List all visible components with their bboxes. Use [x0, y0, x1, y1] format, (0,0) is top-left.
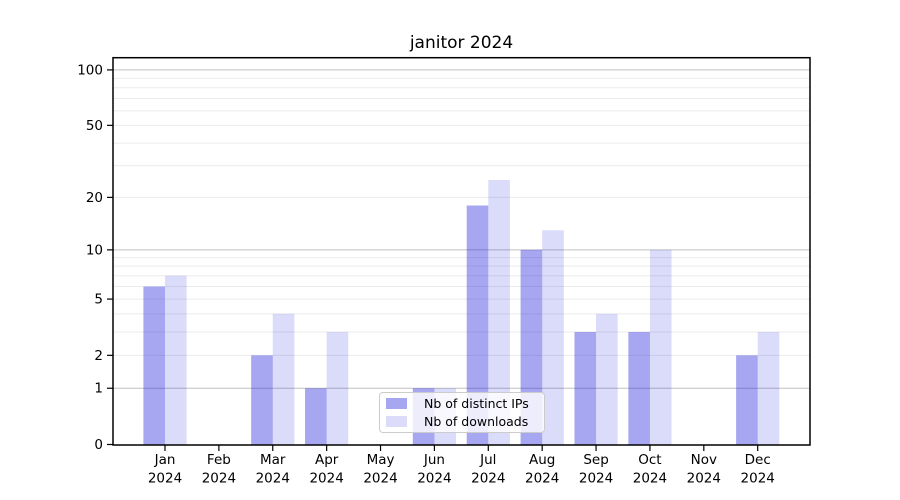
bar-downloads-apr — [326, 331, 349, 445]
x-tick-label-year: 2024 — [741, 471, 775, 487]
y-tick-label: 1 — [94, 381, 103, 397]
legend-label-distinct-ips: Nb of distinct IPs — [424, 396, 529, 411]
bar-downloads-aug — [542, 230, 564, 445]
bar-downloads-mar — [272, 313, 295, 445]
y-tick-label: 2 — [94, 348, 103, 364]
x-tick-label-month: Aug — [529, 452, 555, 468]
x-tick-label-year: 2024 — [417, 471, 451, 487]
y-tick-label: 100 — [77, 62, 103, 78]
x-tick-label-year: 2024 — [687, 471, 721, 487]
x-tick-label-month: Nov — [691, 452, 717, 468]
bar-distinct-ips-jul — [466, 205, 489, 445]
y-tick-label: 20 — [86, 190, 103, 206]
x-tick-label-month: Jun — [423, 452, 445, 468]
legend-label-downloads: Nb of downloads — [424, 414, 529, 429]
x-tick-label-month: Mar — [260, 452, 286, 468]
bar-downloads-jul — [488, 180, 510, 445]
x-tick-label-year: 2024 — [633, 471, 667, 487]
bar-downloads-oct — [649, 249, 672, 445]
bar-downloads-sep — [596, 313, 618, 445]
y-tick-label: 50 — [86, 118, 103, 134]
y-tick-label: 0 — [94, 437, 103, 453]
y-tick-label: 10 — [86, 242, 103, 258]
x-tick-label-year: 2024 — [309, 471, 343, 487]
x-tick-label-month: Oct — [638, 452, 661, 468]
x-tick-label-month: Jul — [479, 452, 496, 468]
x-tick-label-month: Dec — [745, 452, 771, 468]
bar-downloads-jan — [165, 275, 187, 445]
y-tick-label: 5 — [94, 292, 103, 308]
legend: Nb of distinct IPs Nb of downloads — [379, 392, 545, 433]
x-tick-label-year: 2024 — [579, 471, 613, 487]
bar-distinct-ips-mar — [251, 355, 273, 445]
x-tick-label-month: Jan — [154, 452, 176, 468]
x-tick-label-month: May — [367, 452, 395, 468]
bar-distinct-ips-apr — [305, 388, 327, 445]
x-tick-label-year: 2024 — [256, 471, 290, 487]
x-tick-label-year: 2024 — [202, 471, 236, 487]
x-tick-label-year: 2024 — [363, 471, 397, 487]
legend-item-downloads: Nb of downloads — [386, 414, 544, 429]
legend-swatch-downloads — [386, 416, 407, 427]
x-tick-label-month: Sep — [583, 452, 608, 468]
x-tick-label-month: Apr — [315, 452, 339, 468]
bar-distinct-ips-sep — [574, 331, 597, 445]
chart-title: janitor 2024 — [409, 33, 514, 53]
bar-downloads-dec — [757, 331, 780, 445]
bar-distinct-ips-dec — [736, 355, 758, 445]
bar-distinct-ips-jan — [143, 286, 165, 445]
x-tick-label-month: Feb — [207, 452, 231, 468]
axes-frame — [112, 56, 811, 446]
bar-distinct-ips-oct — [628, 331, 650, 445]
x-tick-label-year: 2024 — [148, 471, 182, 487]
legend-item-distinct-ips: Nb of distinct IPs — [386, 396, 544, 411]
x-tick-label-year: 2024 — [471, 471, 505, 487]
x-tick-label-year: 2024 — [525, 471, 559, 487]
legend-swatch-distinct-ips — [386, 398, 407, 409]
